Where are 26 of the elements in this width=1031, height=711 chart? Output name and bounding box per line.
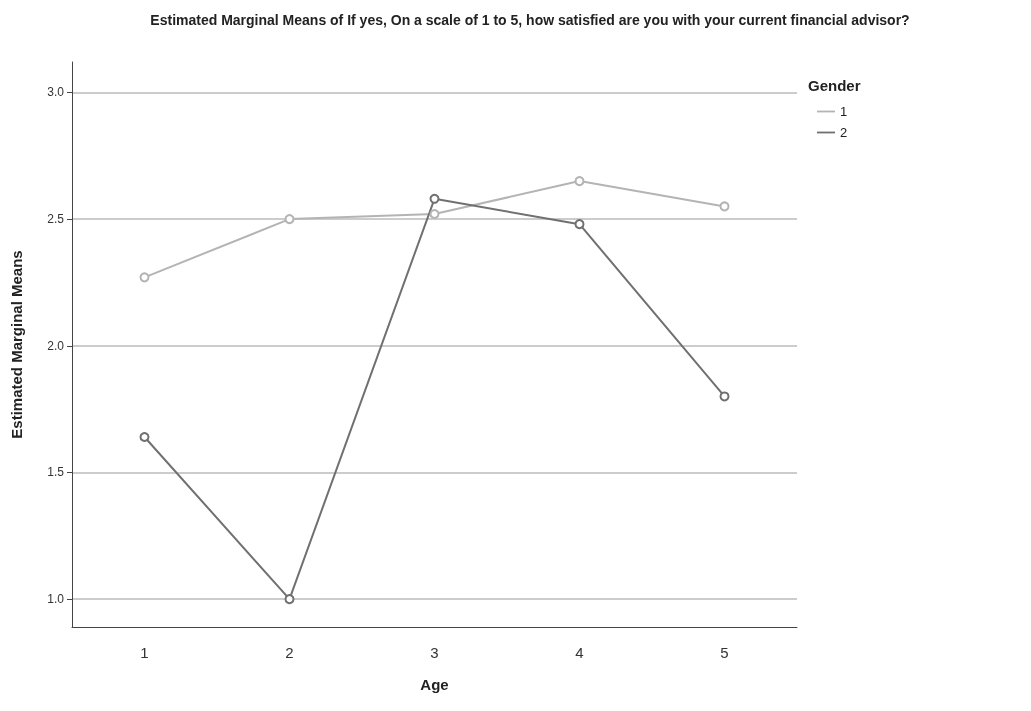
x-tick-label: 1 [140,644,149,661]
x-tick-label: 5 [720,644,729,661]
chart-title: Estimated Marginal Means of If yes, On a scale of 1 to 5, how satisfied are you with your current financial advisor? [150,11,910,28]
x-tick-label: 4 [575,644,584,661]
point [719,391,730,402]
point [574,176,585,187]
point [139,272,150,283]
y-tick-label: 1.0 [47,592,65,607]
legend-label: 1 [840,104,848,119]
y-tick-label: 1.5 [47,465,65,480]
point [284,594,295,605]
x-tick-label: 3 [430,644,439,661]
legend-title: Gender [808,77,861,94]
x-axis-title: Age [420,676,449,693]
point [429,193,440,204]
point [719,201,730,212]
y-tick-label: 3.0 [47,85,65,100]
y-tick-label: 2.0 [47,338,65,353]
x-tick-label: 2 [285,644,294,661]
point [139,431,150,442]
point [574,219,585,230]
y-axis-title: Estimated Marginal Means [8,250,25,439]
y-tick-label: 2.5 [47,212,65,227]
point [284,214,295,225]
legend-label: 2 [840,125,848,140]
point [429,209,440,220]
